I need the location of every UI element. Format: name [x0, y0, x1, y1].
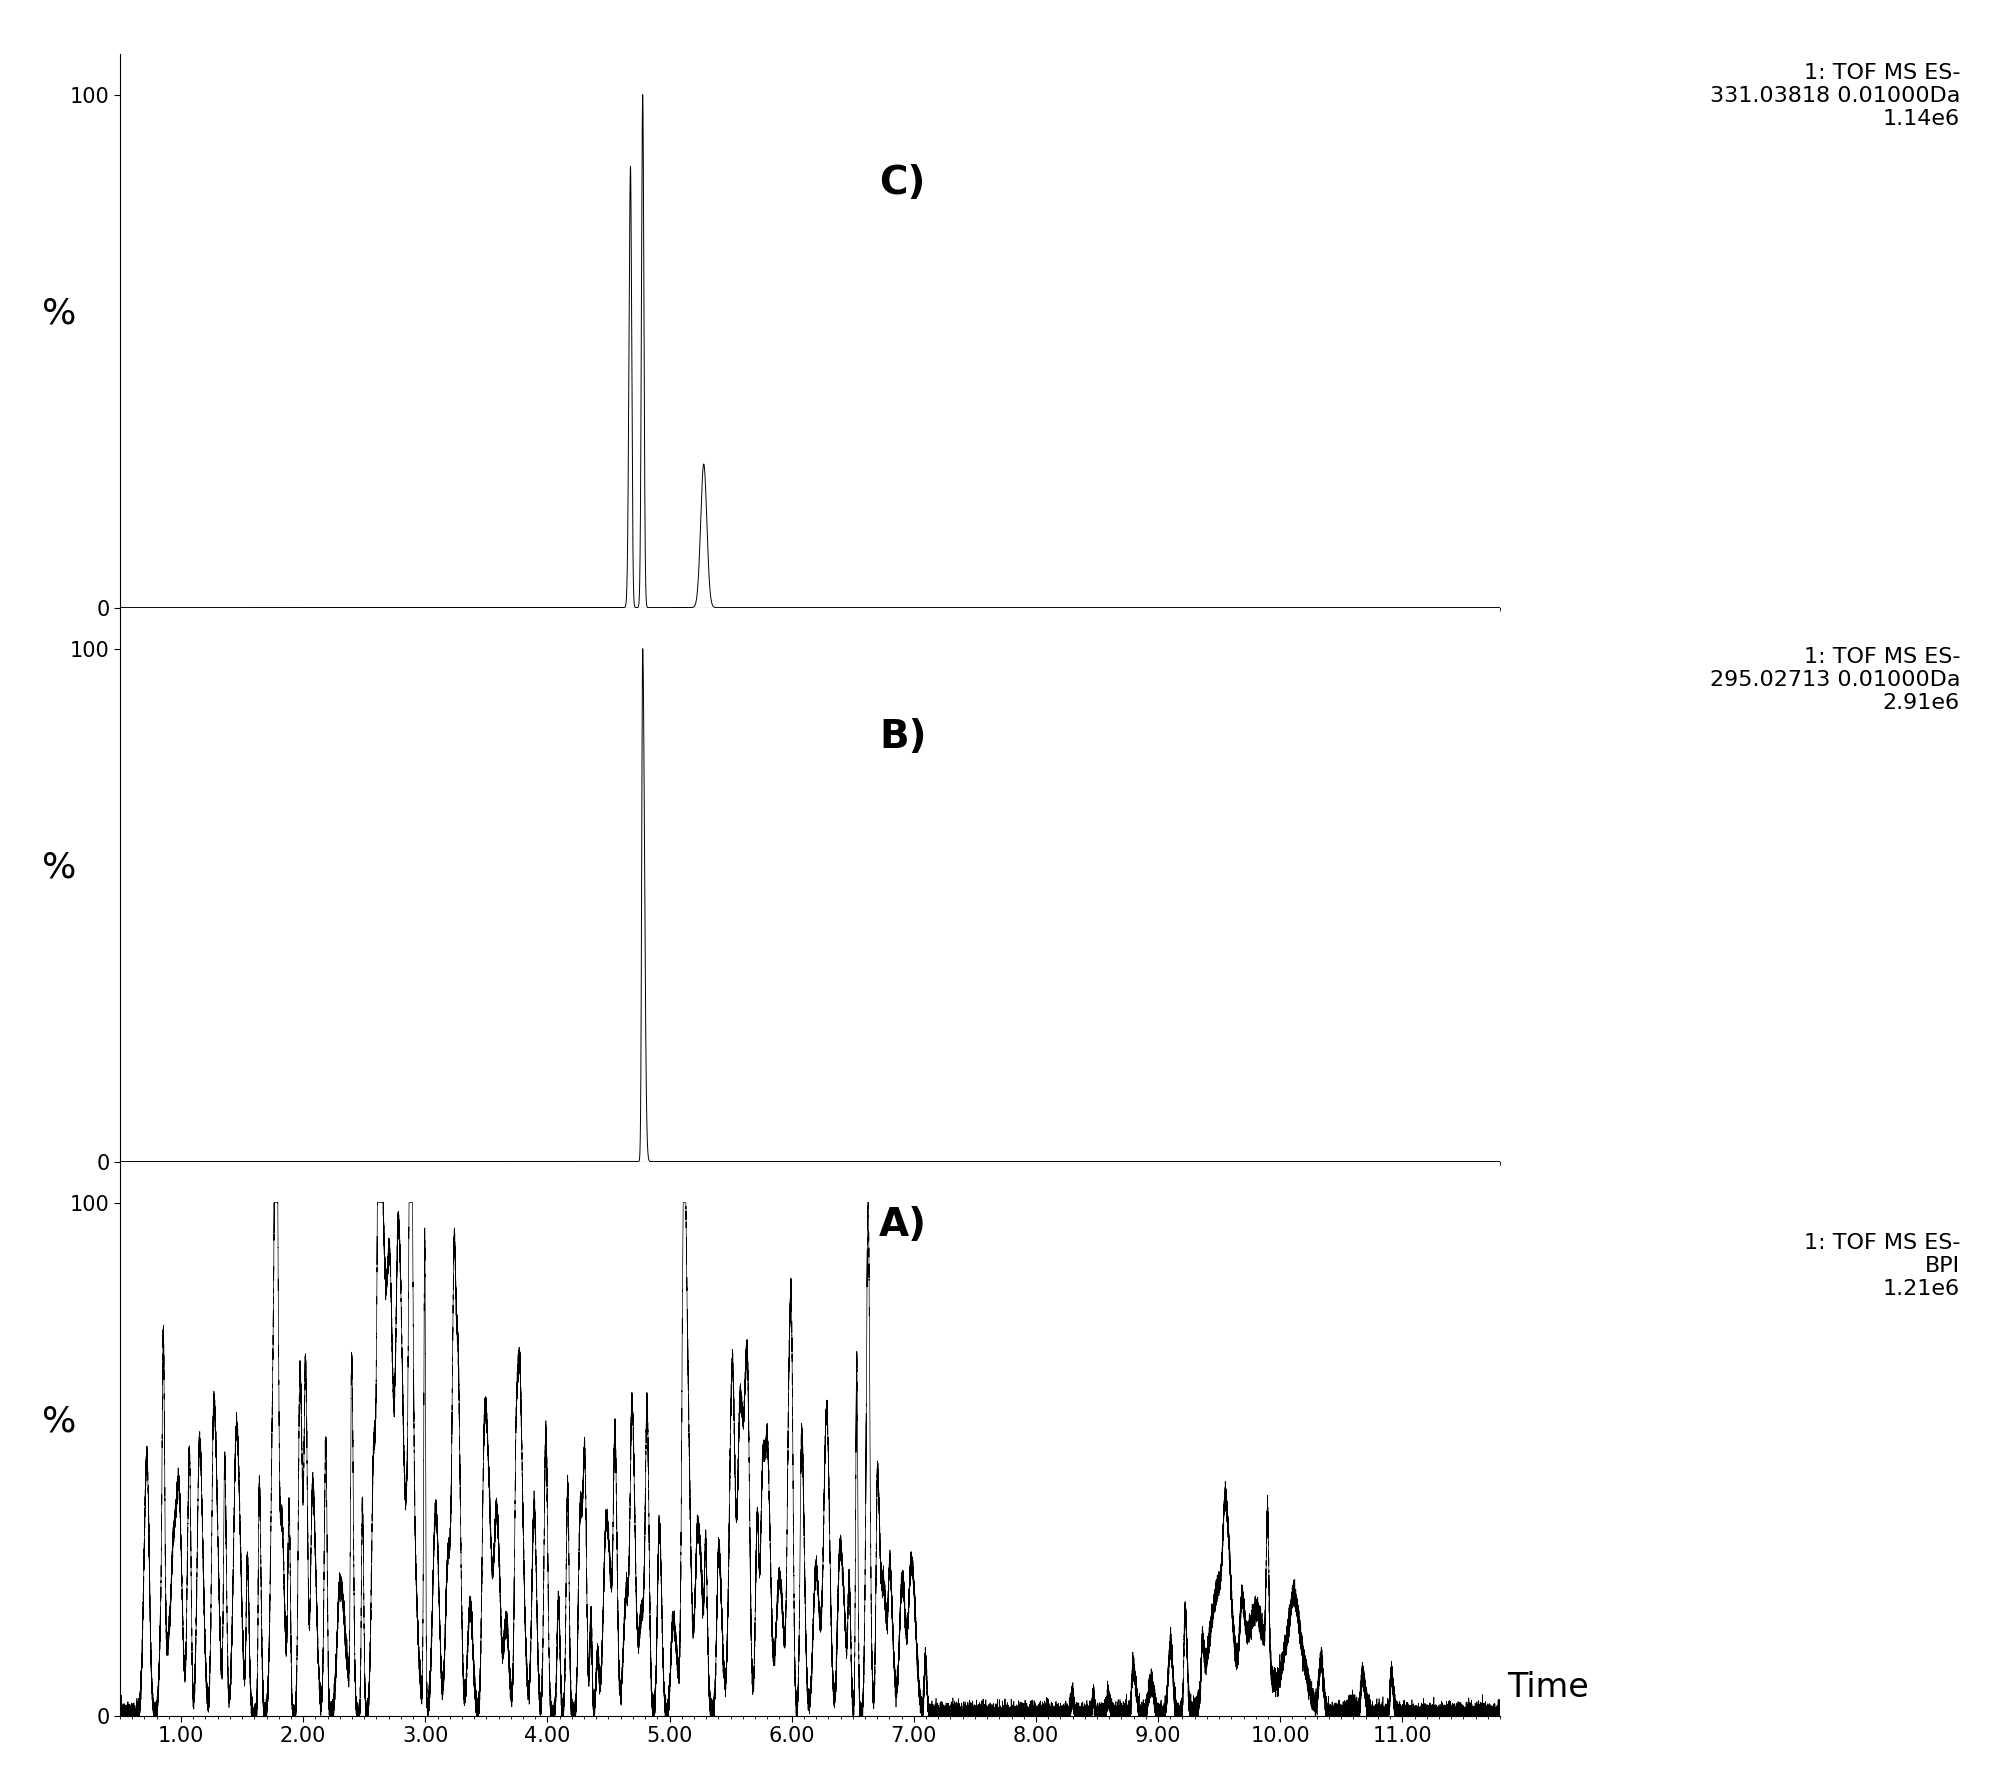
Text: Time: Time [1506, 1671, 1588, 1705]
Text: C): C) [880, 164, 926, 202]
Text: A): A) [880, 1206, 928, 1244]
Text: 1: TOF MS ES-
295.02713 0.01000Da
2.91e6: 1: TOF MS ES- 295.02713 0.01000Da 2.91e6 [1710, 647, 1960, 713]
Text: 1: TOF MS ES-
331.03818 0.01000Da
1.14e6: 1: TOF MS ES- 331.03818 0.01000Da 1.14e6 [1710, 63, 1960, 129]
Y-axis label: %: % [42, 1405, 76, 1439]
Y-axis label: %: % [42, 297, 76, 331]
Text: 1: TOF MS ES-
BPI
1.21e6: 1: TOF MS ES- BPI 1.21e6 [1804, 1233, 1960, 1299]
Text: B): B) [880, 718, 926, 756]
Y-axis label: %: % [42, 851, 76, 885]
